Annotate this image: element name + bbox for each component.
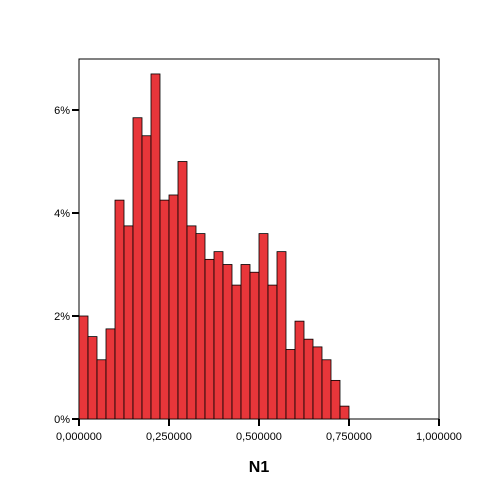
histogram-bar [213, 251, 224, 420]
y-tick-label: 6% [54, 105, 70, 117]
histogram-bar [132, 117, 143, 420]
histogram-bar [186, 225, 197, 420]
y-axis: 0% 2% 4% 6% [54, 105, 79, 426]
x-tick-label: 0,000000 [56, 431, 102, 443]
histogram-bar [114, 199, 125, 420]
histogram-bar [150, 73, 161, 420]
histogram-bar [312, 346, 323, 420]
histogram-bar [249, 271, 260, 420]
x-axis: 0,000000 0,250000 0,500000 0,750000 1,000000 [56, 419, 462, 443]
y-tick-label: 0% [54, 414, 70, 426]
histogram-bar [321, 359, 332, 420]
histogram-bar [258, 233, 269, 420]
histogram-bar [168, 194, 179, 420]
x-tick-label: 0,750000 [326, 431, 372, 443]
histogram-bar [222, 264, 233, 420]
histogram-bar [96, 359, 107, 420]
histogram-bar [294, 320, 305, 420]
x-tick-label: 0,500000 [236, 431, 282, 443]
histogram-bar [105, 328, 116, 420]
histogram-bar [276, 251, 287, 420]
histogram-bar [339, 405, 350, 420]
x-axis-title: N1 [249, 459, 270, 476]
histogram-bar [177, 161, 188, 420]
histogram-bar [285, 349, 296, 420]
histogram-bar [267, 284, 278, 420]
y-tick-label: 2% [54, 311, 70, 323]
histogram-bar [240, 264, 251, 420]
histogram-bars [78, 73, 350, 420]
histogram-bar [141, 135, 152, 420]
histogram-bar [231, 284, 242, 420]
histogram-bar [330, 379, 341, 420]
x-tick-label: 1,000000 [416, 431, 462, 443]
histogram-bar [159, 199, 170, 420]
histogram-bar [204, 258, 215, 420]
histogram-bar [195, 233, 206, 420]
histogram-bar [78, 315, 89, 420]
histogram-bar [303, 338, 314, 420]
histogram-bar [123, 225, 134, 420]
x-tick-label: 0,250000 [146, 431, 192, 443]
y-tick-label: 4% [54, 208, 70, 220]
histogram-bar [87, 336, 98, 420]
